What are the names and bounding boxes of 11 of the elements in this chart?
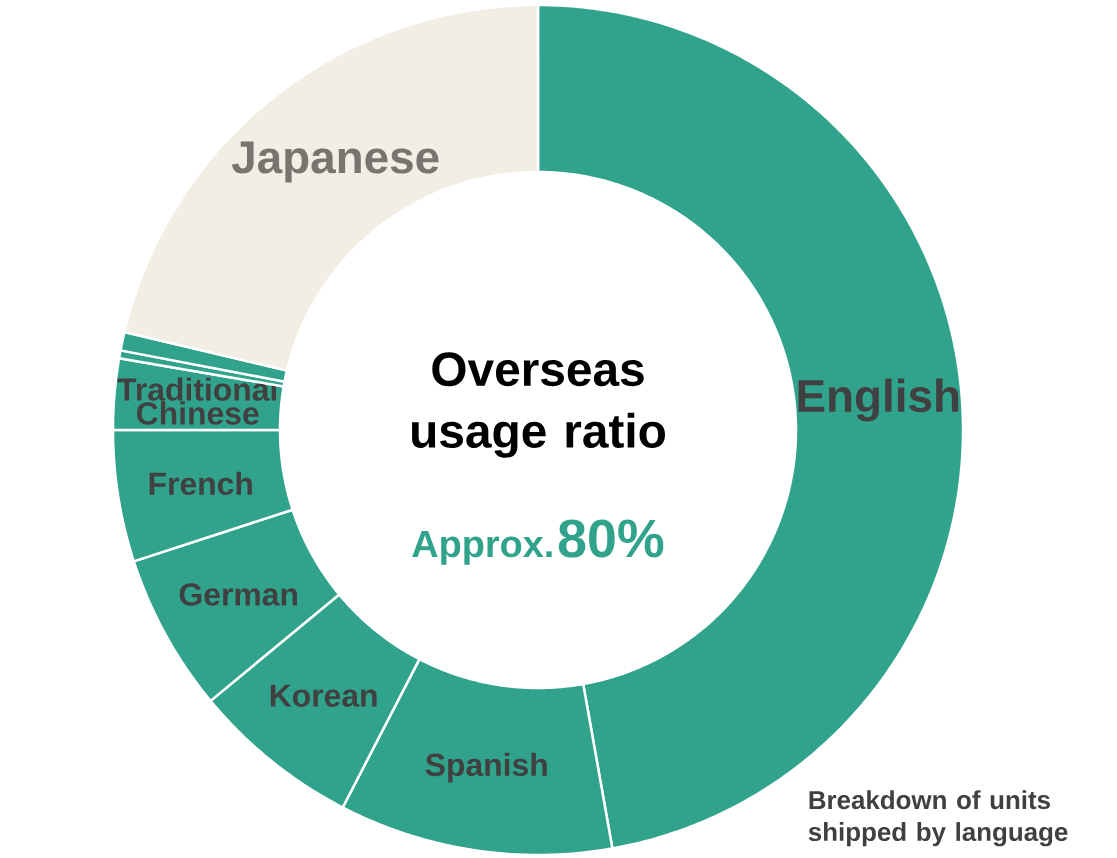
text: Approx. xyxy=(412,530,552,565)
text: Breakdown of units shipped by language xyxy=(808,790,1068,847)
slice-label: Traditional Chinese xyxy=(117,377,277,425)
slice-label: French xyxy=(149,471,252,496)
slice-label: Spanish xyxy=(425,752,547,783)
text: 80% xyxy=(558,519,664,558)
slice-label: English xyxy=(798,378,959,422)
slice-label: Japanese xyxy=(231,141,439,183)
text: Overseas usage ratio xyxy=(412,352,665,458)
slice-label: Korean xyxy=(270,684,377,707)
slice-label: German xyxy=(179,583,297,606)
